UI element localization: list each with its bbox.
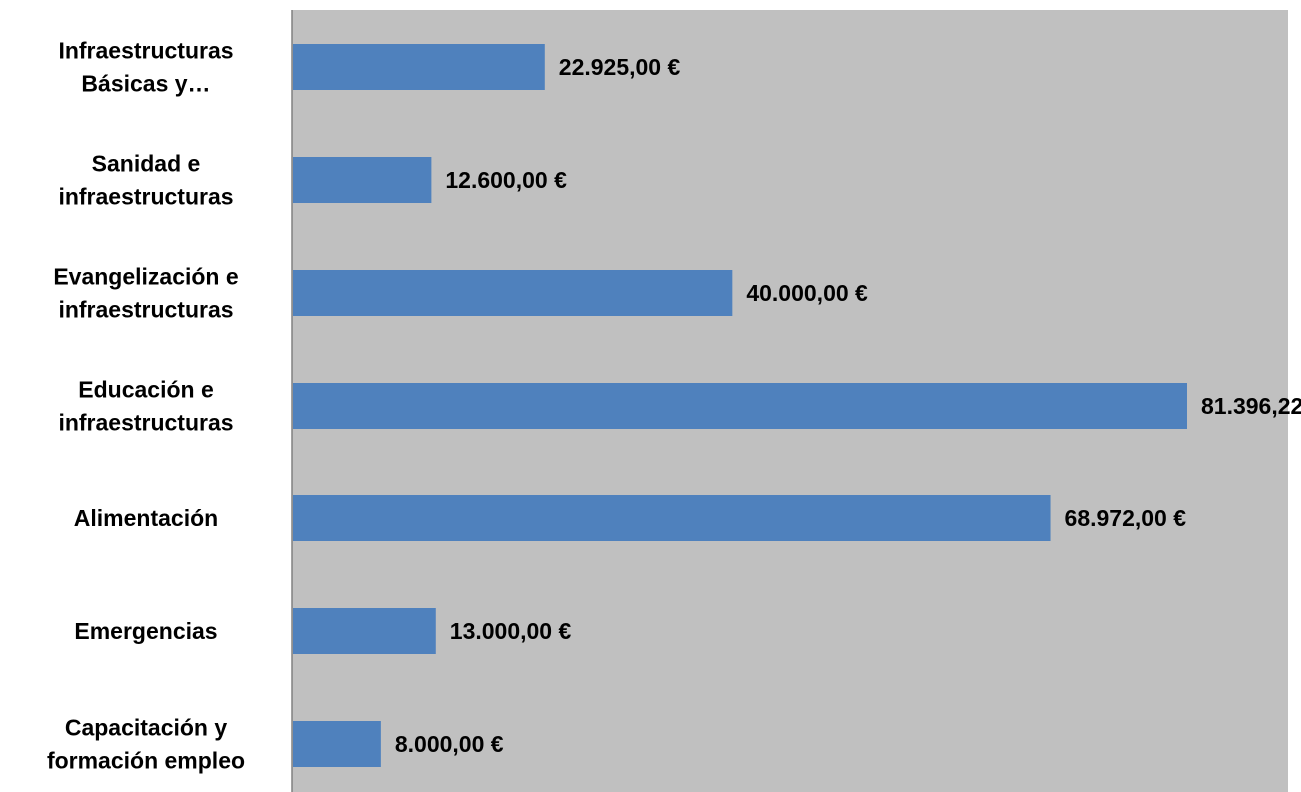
category-label-line: formación empleo bbox=[47, 748, 245, 774]
bar-7 bbox=[293, 721, 381, 767]
category-label-4: Educación e infraestructuras bbox=[58, 377, 233, 436]
value-label-2: 12.600,00 € bbox=[445, 167, 567, 193]
value-label-4: 81.396,22 € bbox=[1201, 393, 1301, 419]
category-label-line: Capacitación y bbox=[65, 715, 228, 741]
category-label-line: Evangelización e bbox=[53, 264, 238, 290]
category-label-line: infraestructuras bbox=[58, 297, 233, 323]
category-label-line: Alimentación bbox=[74, 505, 218, 531]
category-label-3: Evangelización e infraestructuras bbox=[53, 264, 238, 323]
bar-4 bbox=[293, 383, 1187, 429]
bar-2 bbox=[293, 157, 432, 203]
category-label-line: Emergencias bbox=[74, 618, 217, 644]
value-label-7: 8.000,00 € bbox=[395, 731, 504, 757]
category-label-line: Sanidad e bbox=[92, 151, 201, 177]
category-label-5: Alimentación bbox=[74, 505, 218, 531]
category-label-1: Infraestructuras Básicas y… bbox=[58, 38, 233, 97]
category-labels: Infraestructuras Básicas y… Sanidad e infra… bbox=[47, 38, 245, 774]
category-label-line: infraestructuras bbox=[58, 410, 233, 436]
category-label-2: Sanidad e infraestructuras bbox=[58, 151, 233, 210]
bar-5 bbox=[293, 495, 1051, 541]
category-label-7: Capacitación y formación empleo bbox=[47, 715, 245, 774]
category-label-line: Infraestructuras bbox=[58, 38, 233, 64]
category-label-6: Emergencias bbox=[74, 618, 217, 644]
value-label-1: 22.925,00 € bbox=[559, 54, 681, 80]
bar-1 bbox=[293, 44, 545, 90]
bars-layer bbox=[293, 44, 1187, 767]
value-label-5: 68.972,00 € bbox=[1065, 505, 1187, 531]
value-label-3: 40.000,00 € bbox=[746, 280, 868, 306]
value-labels: 22.925,00 € 12.600,00 € 40.000,00 € 81.396,… bbox=[395, 54, 1301, 757]
bar-3 bbox=[293, 270, 733, 316]
category-label-line: Básicas y… bbox=[81, 71, 210, 97]
category-label-line: infraestructuras bbox=[58, 184, 233, 210]
value-label-6: 13.000,00 € bbox=[450, 618, 572, 644]
category-label-line: Educación e bbox=[78, 377, 213, 403]
bar-6 bbox=[293, 608, 436, 654]
